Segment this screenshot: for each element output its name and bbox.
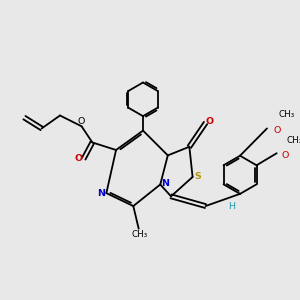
Text: O: O bbox=[75, 154, 83, 163]
Text: O: O bbox=[206, 117, 214, 126]
Text: O: O bbox=[282, 151, 289, 160]
Text: O: O bbox=[78, 117, 85, 126]
Text: H: H bbox=[228, 202, 235, 211]
Text: CH₃: CH₃ bbox=[286, 136, 300, 145]
Text: O: O bbox=[273, 126, 281, 135]
Text: N: N bbox=[97, 189, 105, 198]
Text: CH₃: CH₃ bbox=[131, 230, 148, 239]
Text: CH₃: CH₃ bbox=[279, 110, 295, 119]
Text: N: N bbox=[161, 178, 169, 188]
Text: S: S bbox=[194, 172, 201, 182]
